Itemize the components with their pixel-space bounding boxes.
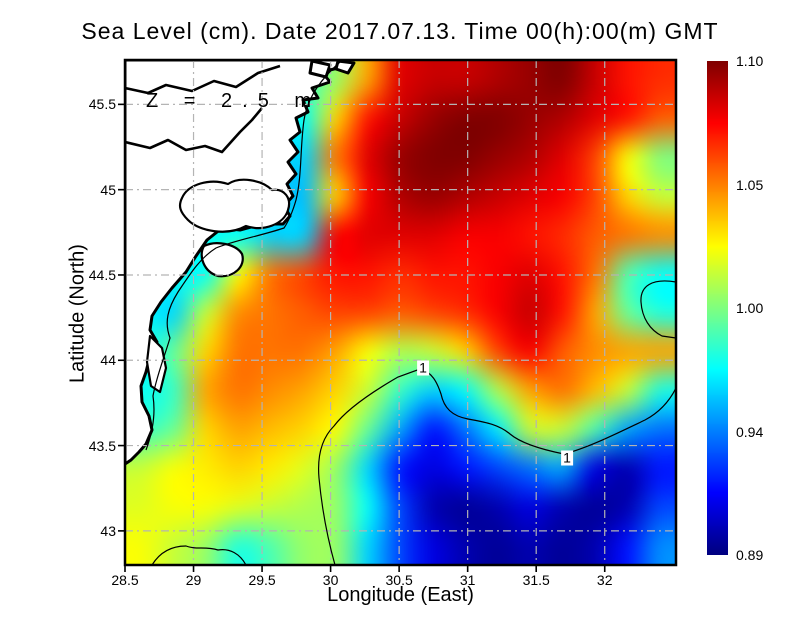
contour-layer — [145, 61, 676, 565]
y-tick-label: 45.5 — [88, 96, 116, 113]
x-tick-label: 32 — [596, 572, 613, 588]
y-tick-label: 44.5 — [88, 266, 116, 283]
danube-river — [125, 64, 281, 95]
x-axis-label: Longitude (East) — [327, 584, 474, 606]
gridlines — [125, 60, 676, 565]
contour-line-bump — [151, 545, 247, 565]
axis-ticks — [118, 103, 606, 572]
colorbar-tick-label: 0.89 — [736, 547, 764, 563]
contour-line-1 — [317, 368, 676, 565]
x-tick-label: 31.5 — [522, 572, 550, 588]
x-tick-label: 31 — [459, 572, 476, 588]
x-tick-label: 28.5 — [111, 572, 139, 588]
x-tick-label: 30 — [322, 572, 339, 588]
coast-layer — [125, 60, 356, 466]
colorbar-tick-label: 1.00 — [736, 300, 764, 316]
colorbar-tick-label: 0.94 — [736, 423, 764, 440]
colorbar — [707, 61, 728, 555]
x-tick-label: 29.5 — [248, 572, 276, 588]
lagoon — [200, 242, 244, 278]
y-tick-label: 43 — [100, 522, 116, 539]
danube-branch — [125, 107, 263, 154]
lagoon — [145, 334, 168, 394]
x-tick-label: 29 — [185, 572, 202, 588]
delta-island — [334, 60, 356, 75]
contour-label: 1 — [417, 359, 429, 376]
contour-line-pocket — [640, 280, 676, 339]
contour-line-coastal — [145, 61, 341, 451]
y-tick-label: 44 — [100, 352, 116, 369]
x-tick-label: 30.5 — [385, 572, 413, 588]
colorbar-tick-label: 1.05 — [736, 176, 764, 193]
depth-annotation: Z = 2.5 m — [146, 90, 322, 112]
y-tick-label: 45 — [100, 181, 116, 198]
y-axis-label: Latitude (North) — [66, 244, 89, 383]
plot-frame — [123, 58, 678, 567]
plot-title: Sea Level (cm). Date 2017.07.13. Time 00… — [81, 18, 719, 44]
colorbar-tick-label: 1.10 — [736, 53, 764, 69]
contour-label: 1 — [561, 449, 573, 466]
y-tick-label: 43.5 — [88, 437, 116, 454]
